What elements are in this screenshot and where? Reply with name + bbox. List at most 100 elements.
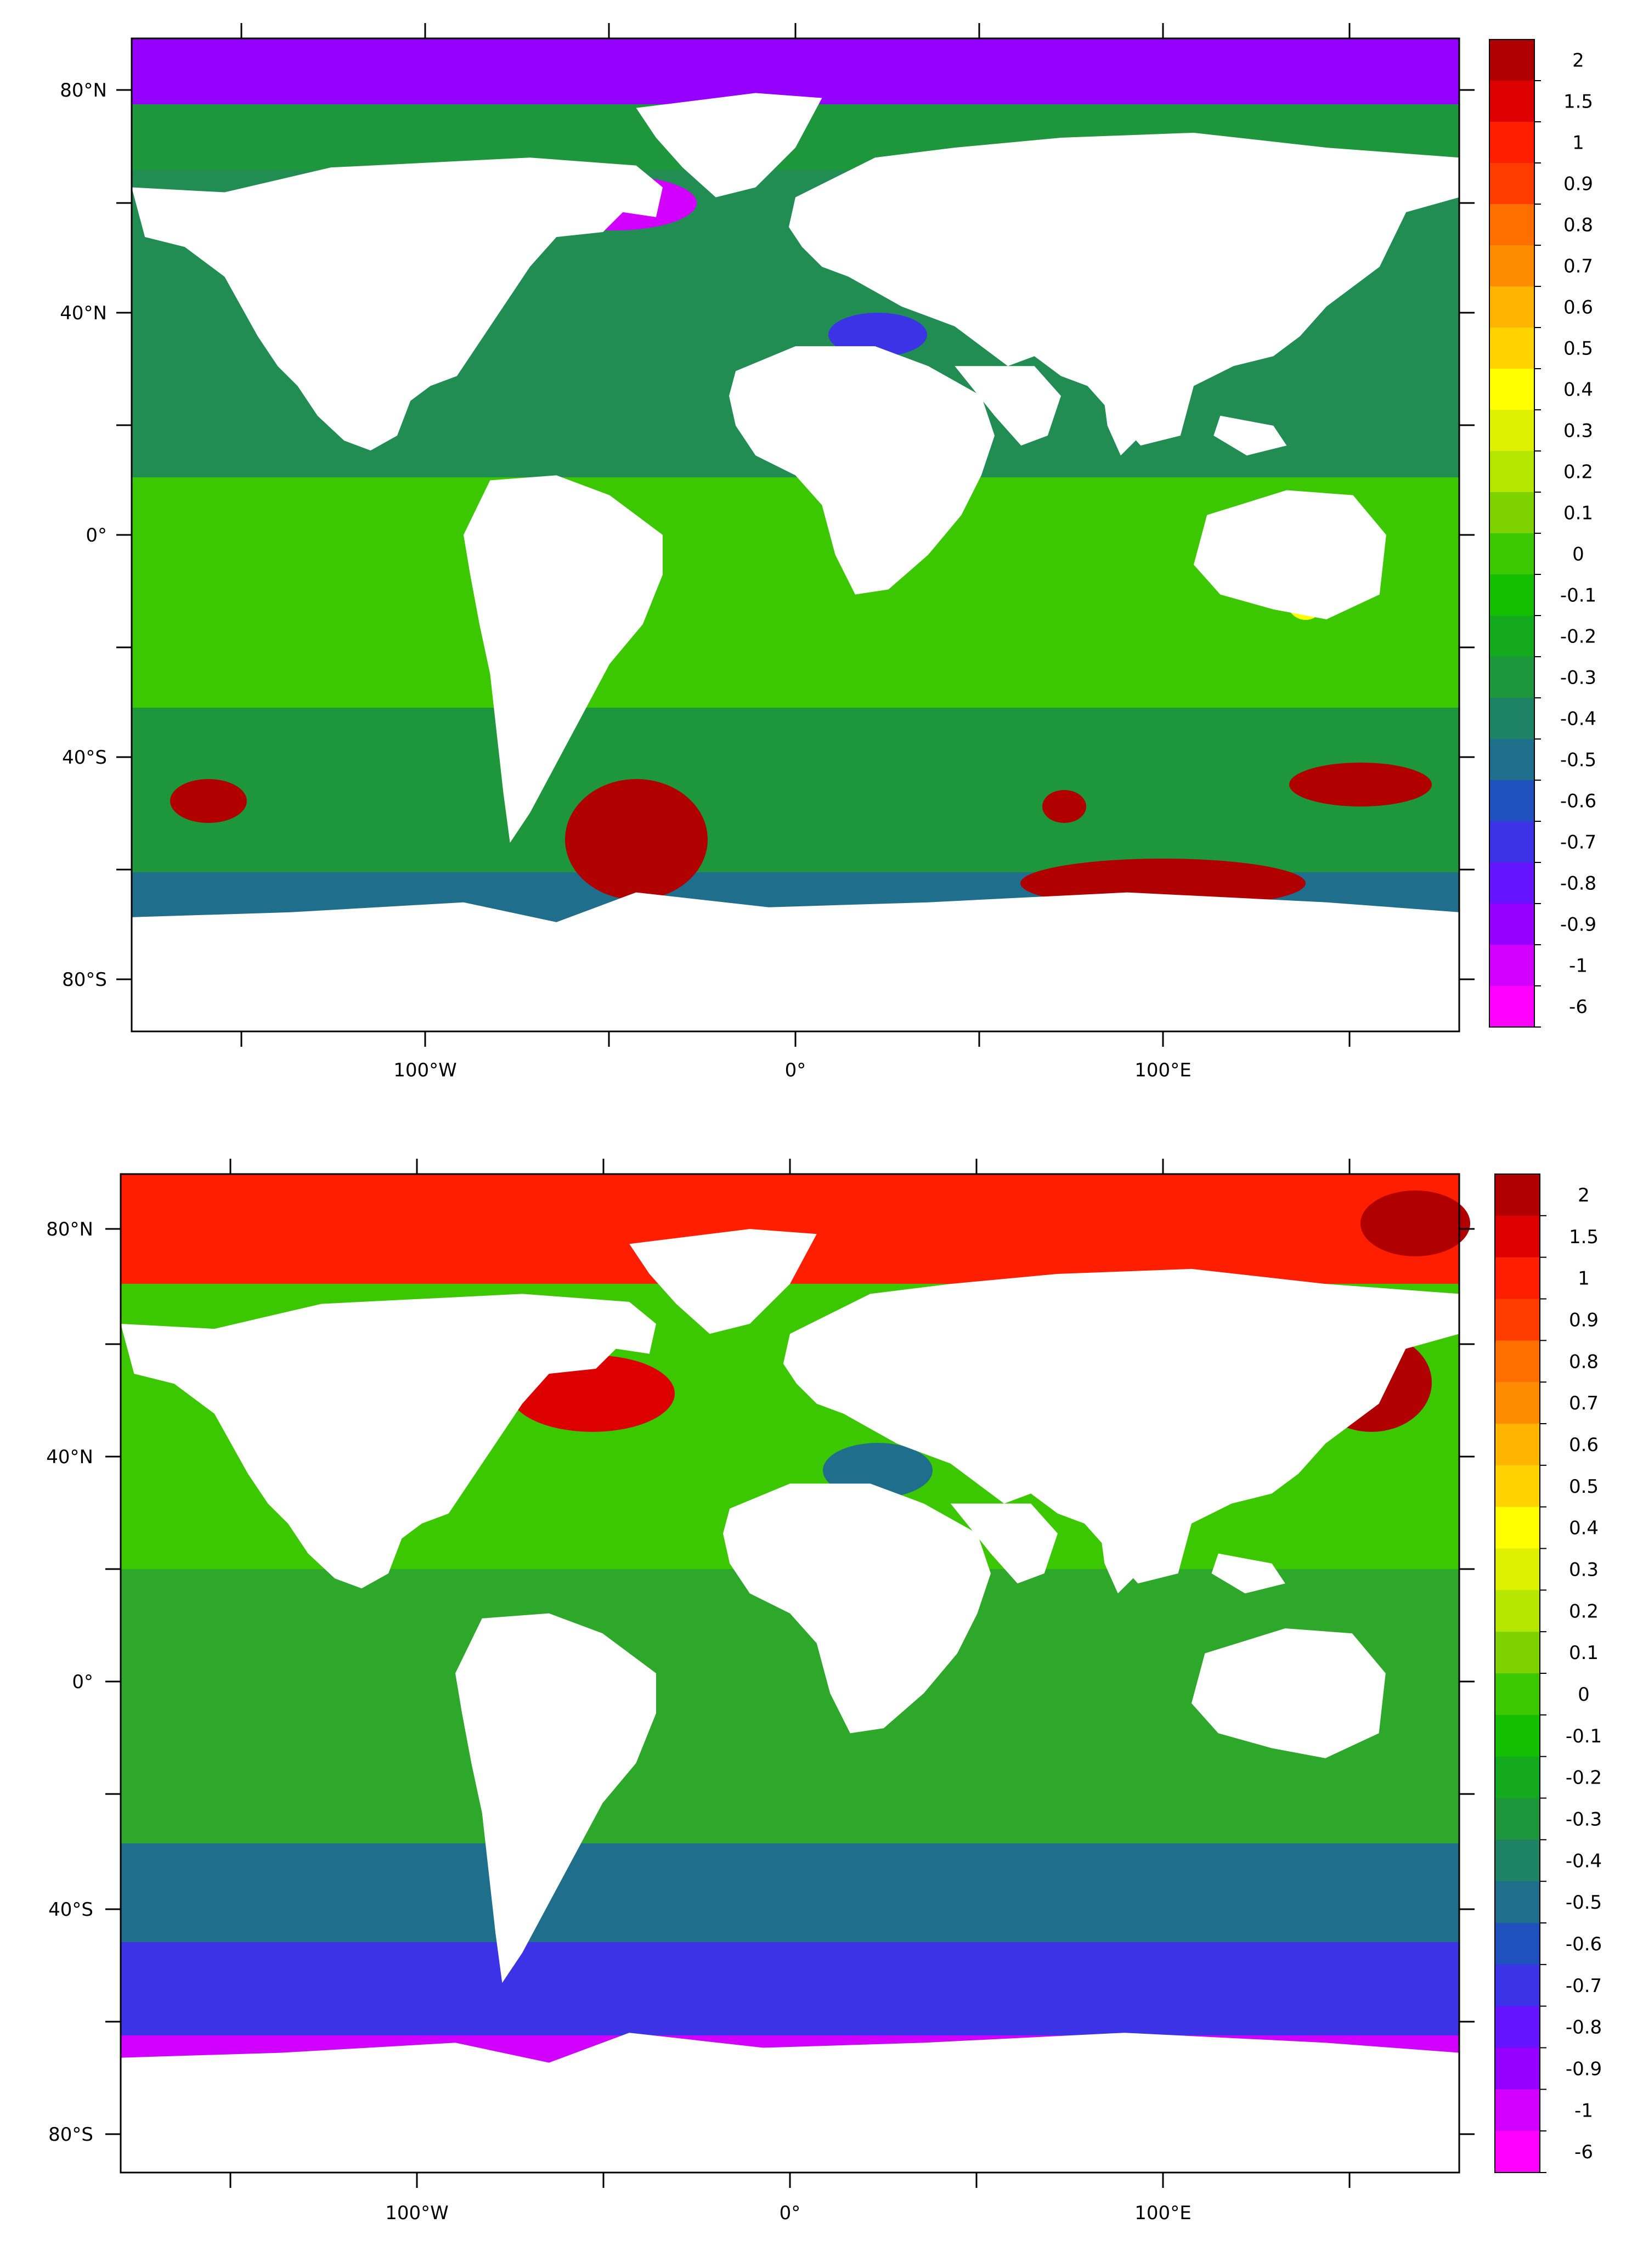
colorbar-label: -0.5 <box>1560 749 1596 771</box>
lon-axis: 100°W 0° 100°E <box>229 1159 1351 2224</box>
lon-label-100e: 100°E <box>1134 2202 1191 2224</box>
colorbar-swatch <box>1495 1881 1540 1923</box>
lon-label-100e: 100°E <box>1134 1059 1191 1081</box>
colorbar-label: 0.5 <box>1569 1476 1599 1498</box>
colorbar-label: 1 <box>1578 1268 1590 1290</box>
lat-axis: 80°N 40°N 0° 40°S 80°S <box>46 1218 1475 2146</box>
lat-label-40s: 40°S <box>48 1899 93 1921</box>
colorbar-swatch <box>1489 616 1534 657</box>
colorbar-top: 2 1.5 1 0.9 0.8 0.7 0.6 0.5 0.4 0.3 0.2 0.1 0 -0.1 -0.… <box>1489 39 1596 1028</box>
colorbar-label: 0.5 <box>1563 338 1593 360</box>
colorbar-swatch <box>1489 163 1534 205</box>
lon-label-100w: 100°W <box>385 2202 449 2224</box>
colorbar-swatch <box>1495 1798 1540 1840</box>
colorbar-label: -0.4 <box>1560 708 1596 730</box>
colorbar-swatch <box>1495 1382 1540 1424</box>
colorbar-label: 2 <box>1572 50 1584 72</box>
lat-label-40n: 40°N <box>46 1446 93 1468</box>
colorbar-swatch <box>1489 945 1534 986</box>
colorbar-swatch <box>1489 81 1534 122</box>
colorbar-label: 1 <box>1572 132 1584 154</box>
lat-label-80s: 80°S <box>62 969 107 991</box>
colorbar-swatch <box>1495 1964 1540 2007</box>
colorbar-swatch <box>1495 1257 1540 1299</box>
colorbar-swatch <box>1489 698 1534 740</box>
lat-axis: 80°N 40°N 0° 40°S 80°S <box>60 80 1475 991</box>
colorbar-swatch <box>1489 451 1534 493</box>
colorbar-label: -0.9 <box>1560 914 1596 936</box>
colorbar-label: 0.2 <box>1563 461 1593 483</box>
colorbar-label: -0.4 <box>1566 1850 1602 1872</box>
colorbar-swatch <box>1495 1673 1540 1716</box>
colorbar-swatch <box>1495 1215 1540 1258</box>
colorbar-swatch <box>1489 986 1534 1028</box>
lon-label-0: 0° <box>785 1059 806 1081</box>
colorbar-swatch <box>1489 821 1534 863</box>
colorbar-label: -0.2 <box>1560 626 1596 648</box>
colorbar-swatch <box>1495 1632 1540 1674</box>
colorbar-label: -0.5 <box>1566 1892 1602 1914</box>
colorbar-label: 0.2 <box>1569 1600 1599 1622</box>
colorbar-swatch <box>1489 492 1534 534</box>
colorbar-label: 0.7 <box>1563 256 1593 278</box>
colorbar-label: 0.4 <box>1563 379 1593 401</box>
colorbar-label: -0.7 <box>1560 832 1596 854</box>
colorbar-label: 0.1 <box>1569 1642 1599 1664</box>
lat-label-0: 0° <box>72 1671 93 1693</box>
colorbar-label: 0 <box>1572 544 1584 566</box>
colorbar-swatch <box>1495 1923 1540 1965</box>
colorbar-swatch <box>1495 1299 1540 1341</box>
colorbar-swatch <box>1489 739 1534 781</box>
colorbar-swatch <box>1489 245 1534 287</box>
colorbar-label: -6 <box>1574 2141 1593 2163</box>
colorbar-label: 0.6 <box>1563 297 1593 319</box>
colorbar-label: -0.1 <box>1560 585 1596 607</box>
colorbar-swatch <box>1495 1174 1540 1216</box>
colorbar-label: -0.6 <box>1560 791 1596 813</box>
colorbar-label: 1.5 <box>1569 1226 1599 1248</box>
colorbar-label: 0.9 <box>1563 173 1593 195</box>
colorbar-label: 0.3 <box>1563 420 1593 442</box>
colorbar-swatch <box>1495 1465 1540 1508</box>
colorbar-swatch <box>1489 369 1534 410</box>
colorbar-swatch <box>1495 2089 1540 2131</box>
colorbar-swatch <box>1489 40 1534 81</box>
colorbar-label: -0.3 <box>1560 667 1596 689</box>
colorbar-swatch <box>1495 2006 1540 2048</box>
lat-label-80n: 80°N <box>60 80 107 101</box>
colorbar-label: 0.8 <box>1569 1351 1599 1373</box>
colorbar-swatch <box>1489 328 1534 369</box>
lon-label-0: 0° <box>780 2202 801 2224</box>
lon-axis: 100°W 0° 100°E <box>240 23 1351 1081</box>
colorbar-label: 0.4 <box>1569 1517 1599 1539</box>
colorbar-swatch <box>1489 780 1534 822</box>
colorbar-label: 0.1 <box>1563 503 1593 524</box>
colorbar-bottom: 2 1.5 1 0.9 0.8 0.7 0.6 0.5 0.4 0.3 0.2 0.1 0 -0.1 -0.… <box>1494 1174 1602 2173</box>
colorbar-label: 0 <box>1578 1684 1590 1706</box>
colorbar-label: -0.8 <box>1560 873 1596 895</box>
colorbar-label: -1 <box>1569 955 1588 977</box>
colorbar-label: 0.6 <box>1569 1434 1599 1456</box>
colorbar-label: -0.1 <box>1566 1725 1602 1747</box>
colorbar-swatch <box>1495 1548 1540 1590</box>
colorbar-swatch <box>1495 1424 1540 1466</box>
colorbar-swatch <box>1495 1840 1540 1882</box>
colorbar-swatch <box>1489 286 1534 328</box>
colorbar-label: 0.9 <box>1569 1309 1599 1331</box>
map-panel-bottom: 80°N 40°N 0° 40°S 80°S 100°W 0° 100°E 2 <box>46 1159 1602 2224</box>
colorbar-swatch <box>1489 904 1534 945</box>
lat-label-0: 0° <box>86 524 107 546</box>
colorbar-label: -0.7 <box>1566 1975 1602 1997</box>
colorbar-swatch <box>1495 2047 1540 2090</box>
colorbar-label: -0.6 <box>1566 1933 1602 1955</box>
colorbar-swatch <box>1495 1714 1540 1757</box>
colorbar-swatch <box>1489 122 1534 163</box>
colorbar-swatch <box>1489 657 1534 698</box>
colorbar-swatch <box>1495 1590 1540 1632</box>
colorbar-swatch <box>1495 1756 1540 1798</box>
map-panel-top: 80°N 40°N 0° 40°S 80°S 100°W 0° 100°E <box>60 23 1596 1081</box>
lon-label-100w: 100°W <box>393 1059 457 1081</box>
colorbar-swatch <box>1495 1507 1540 1549</box>
colorbar-label: 1.5 <box>1563 91 1593 113</box>
